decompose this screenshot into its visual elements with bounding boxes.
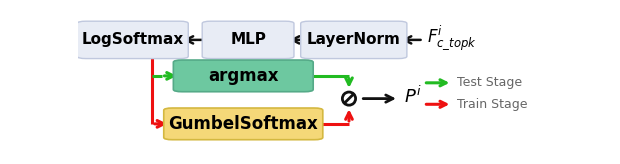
Text: LogSoftmax: LogSoftmax [82,32,184,47]
Text: $P^i$: $P^i$ [404,85,421,107]
Text: argmax: argmax [208,67,278,85]
Text: Train Stage: Train Stage [457,98,528,111]
Ellipse shape [342,92,356,105]
FancyBboxPatch shape [164,108,323,140]
Text: $\mathit{F}^{i}_{c\_topk}$: $\mathit{F}^{i}_{c\_topk}$ [427,24,477,52]
FancyBboxPatch shape [174,60,313,92]
FancyBboxPatch shape [202,21,294,59]
Text: MLP: MLP [230,32,266,47]
Text: LayerNorm: LayerNorm [307,32,401,47]
FancyBboxPatch shape [301,21,407,59]
Text: Test Stage: Test Stage [457,76,522,89]
FancyBboxPatch shape [78,21,188,59]
Text: GumbelSoftmax: GumbelSoftmax [169,115,318,133]
